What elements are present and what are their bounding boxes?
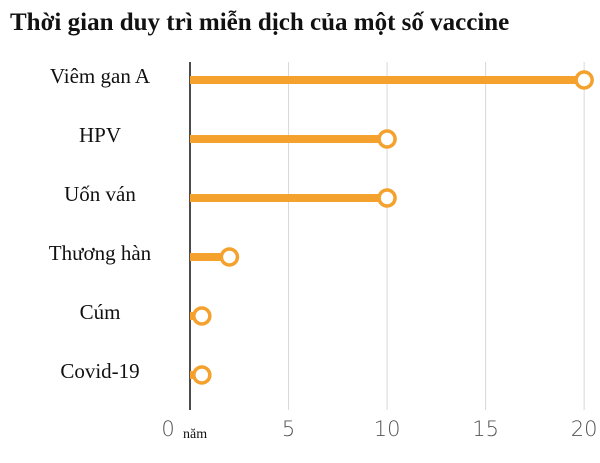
category-label: Covid-19 [60, 359, 139, 383]
x-tick-label: 5 [282, 417, 295, 441]
category-label: Viêm gan A [50, 64, 151, 88]
chart-title: Thời gian duy trì miễn dịch của một số v… [10, 9, 509, 36]
x-tick-label: 15 [472, 417, 499, 441]
category-label: Uốn ván [64, 182, 136, 206]
lollipop-head [192, 306, 212, 326]
x-tick-label: 20 [571, 417, 598, 441]
category-label: Thương hàn [49, 241, 152, 265]
lollipop-head [219, 247, 240, 267]
x-tick-label: 0 [161, 417, 174, 441]
lollipop-head [377, 188, 397, 208]
category-label: HPV [79, 123, 121, 147]
x-axis-label: năm [183, 427, 207, 442]
lollipop-head [377, 129, 397, 149]
x-tick-label: 10 [374, 417, 401, 441]
lollipop-head [574, 70, 594, 90]
category-label: Cúm [80, 300, 121, 324]
lollipop-head [192, 365, 212, 385]
